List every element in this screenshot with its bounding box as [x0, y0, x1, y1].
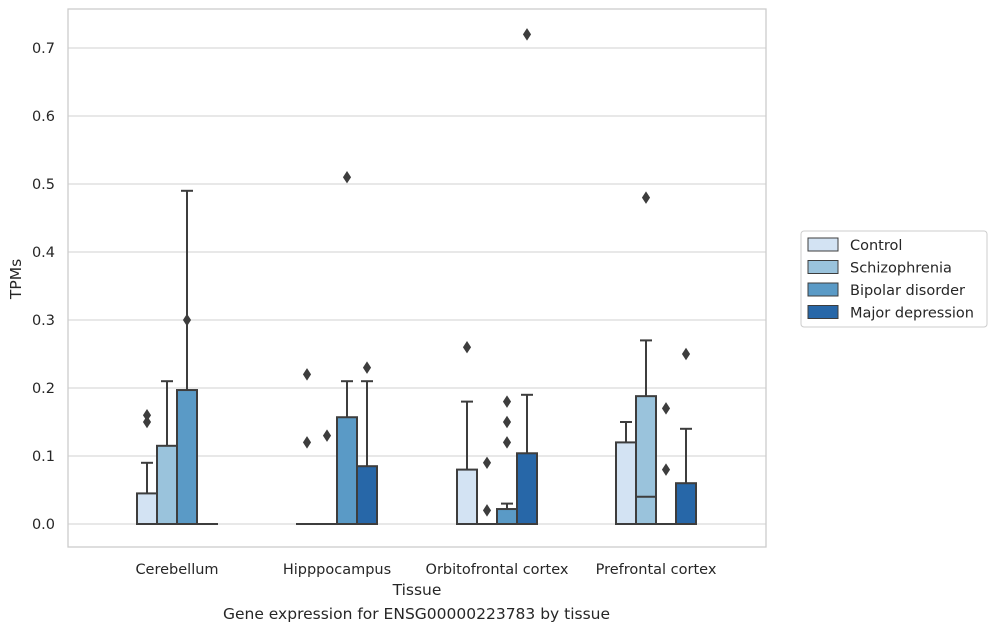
outlier-point [661, 463, 671, 476]
box-group [476, 456, 498, 526]
box-plot-series [136, 28, 697, 526]
x-tick-label: Prefrontal cortex [596, 562, 717, 578]
box-group [615, 421, 637, 525]
outlier-point [502, 436, 512, 449]
legend-swatch [807, 282, 839, 297]
outlier-point [681, 347, 691, 361]
box-rect [136, 492, 158, 525]
y-tick-label: 0.1 [32, 449, 55, 465]
box-rect [635, 395, 657, 525]
box-rect [496, 508, 518, 526]
box-rect [456, 468, 478, 526]
box-group [516, 28, 538, 525]
y-tick-label: 0.0 [32, 517, 55, 533]
legend-label: Schizophrenia [850, 261, 952, 277]
legend: Control Schizophrenia Bipolar disorder Majo… [800, 230, 988, 328]
legend-label: Major depression [850, 306, 974, 322]
box-rect [516, 452, 538, 525]
box-rect [675, 482, 697, 526]
y-axis-label: TPMs [7, 259, 25, 300]
outlier-point [142, 415, 152, 429]
box-group [456, 340, 478, 526]
outlier-point [142, 408, 152, 422]
box-group [176, 189, 198, 526]
legend-swatch [807, 260, 839, 274]
box-group [356, 361, 378, 526]
box-group [675, 347, 697, 526]
box-group [156, 380, 178, 525]
y-tick-label: 0.5 [32, 177, 55, 193]
box-group [496, 395, 518, 526]
legend-label: Control [850, 238, 902, 254]
box-group [635, 191, 657, 525]
box-rect [176, 389, 198, 526]
outlier-point [462, 340, 472, 354]
outlier-point [661, 402, 671, 415]
plot-frame [67, 8, 767, 548]
x-tick-labels: Cerebellum Hipppocampus Orbitofrontal cort… [135, 562, 716, 578]
outlier-point [182, 313, 192, 327]
box-group [655, 402, 677, 526]
y-tick-label: 0.6 [32, 109, 55, 125]
box-group [296, 368, 318, 526]
legend-swatch [807, 305, 839, 319]
box-rect [156, 444, 178, 525]
y-tick-label: 0.4 [32, 245, 55, 261]
box-rect [615, 441, 637, 525]
outlier-point [302, 436, 312, 449]
x-tick-label: Cerebellum [135, 562, 218, 578]
figure-caption: Gene expression for ENSG00000223783 by t… [222, 605, 611, 623]
y-tick-label: 0.2 [32, 381, 55, 397]
legend-swatch [807, 237, 839, 252]
box-group [336, 170, 358, 525]
outlier-point [302, 368, 312, 381]
y-tick-label: 0.3 [32, 313, 55, 329]
outlier-point [522, 28, 532, 41]
outlier-point [502, 395, 512, 408]
y-tick-label: 0.7 [32, 41, 55, 57]
outlier-point [641, 191, 651, 204]
x-tick-label: Hipppocampus [283, 562, 391, 578]
outlier-point [482, 504, 492, 517]
legend-label: Bipolar disorder [850, 283, 965, 299]
box-rect [336, 416, 358, 525]
box-rect [356, 465, 378, 526]
legend-frame [800, 230, 988, 328]
outlier-point [502, 415, 512, 429]
outlier-point [362, 361, 372, 374]
x-axis-label: Tissue [392, 581, 442, 599]
box-group [316, 429, 338, 526]
x-tick-label: Orbitofrontal cortex [426, 562, 569, 578]
outlier-point [482, 456, 492, 470]
y-tick-labels: 0.0 0.1 0.2 0.3 0.4 0.5 0.6 0.7 [32, 41, 55, 533]
outlier-point [322, 429, 332, 442]
outlier-point [342, 170, 352, 184]
box-group [136, 408, 158, 525]
